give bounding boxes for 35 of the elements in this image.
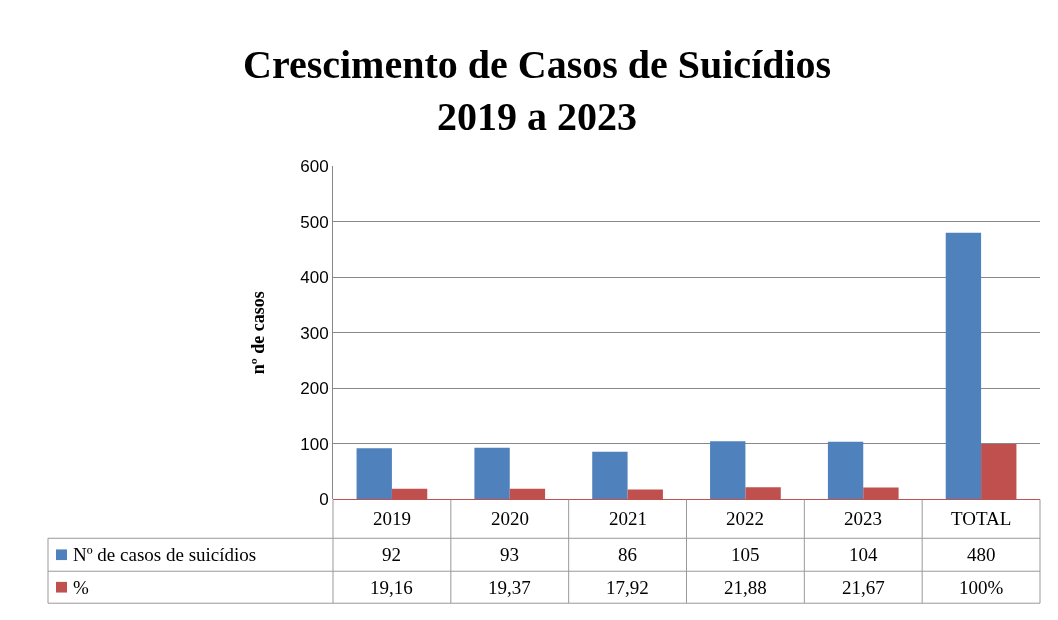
x-tick-label: 2021 [609,508,647,529]
data-label: 21,67 [842,577,885,598]
data-label: 93 [500,544,519,565]
x-tick-label: 2023 [844,508,882,529]
y-tick-label: 0 [319,490,329,510]
bar [592,451,628,500]
legend-label: % [73,577,89,598]
bar [356,448,392,500]
data-label: 105 [731,544,760,565]
bar [827,441,864,500]
chart-title: Crescimento de Casos de Suicídios 2019 a 2023 [243,42,832,139]
data-label: 17,92 [606,577,649,598]
data-label: 480 [967,544,996,565]
x-tick-label: 2019 [373,508,411,529]
data-label: 19,16 [370,577,413,598]
x-tick-label: 2020 [491,508,529,529]
bar [945,232,982,500]
data-label: 21,88 [724,577,767,598]
legend-label: Nº de casos de suicídios [73,544,257,565]
data-label: 100% [959,577,1004,598]
x-tick-label: TOTAL [951,508,1012,529]
y-tick-label: 300 [300,323,329,343]
bar [474,447,510,500]
y-axis-title: nº de casos [248,291,269,375]
y-tick-label: 100 [300,434,329,454]
bar [710,441,746,500]
y-tick-label: 600 [300,156,329,176]
data-label: 104 [849,544,878,565]
data-label: 92 [382,544,401,565]
y-tick-label: 500 [300,212,329,232]
x-tick-label: 2022 [726,508,764,529]
y-tick-label: 200 [300,379,329,399]
data-label: 19,37 [488,577,531,598]
data-label: 86 [618,544,637,565]
y-tick-label: 400 [300,268,329,288]
